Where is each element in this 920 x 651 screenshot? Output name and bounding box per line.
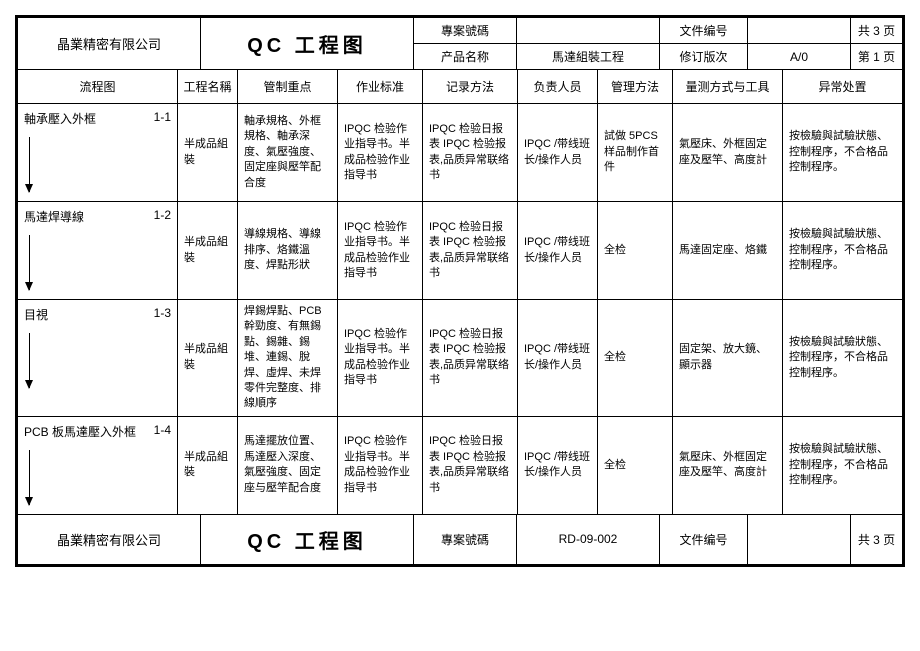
footer-project-code-value: RD-09-002 — [517, 514, 660, 564]
revision-value: A/0 — [748, 44, 851, 70]
product-name-value: 馬達組裝工程 — [517, 44, 660, 70]
col-control: 管制重点 — [238, 70, 338, 104]
table-row: PCB 板馬達壓入外框 1-4 半成品組裝 馬達擺放位置、馬達壓入深度、氣壓強度… — [18, 416, 903, 514]
arrow-down-icon — [29, 137, 30, 192]
flow-step: 馬達焊導線 1-2 — [18, 202, 178, 300]
abnormal-cell: 按檢驗與試驗狀態、控制程序，不合格品控制程序。 — [783, 202, 903, 300]
flow-step: 目視 1-3 — [18, 300, 178, 417]
step-no: 1-1 — [154, 110, 171, 127]
process-table: 流程图 工程名稱 管制重点 作业标准 记录方法 负责人员 管理方法 量测方式与工… — [17, 69, 903, 515]
step-name: 馬達焊導線 — [24, 208, 84, 225]
footer-company: 晶業精密有限公司 — [18, 514, 201, 564]
step-no: 1-4 — [154, 423, 171, 440]
abnormal-cell: 按檢驗與試驗狀態、控制程序，不合格品控制程序。 — [783, 300, 903, 417]
col-abnormal: 异常处置 — [783, 70, 903, 104]
tool-cell: 固定架、放大鏡、顯示器 — [673, 300, 783, 417]
arrow-down-icon — [29, 450, 30, 505]
standard-cell: IPQC 检验作业指导书。半成品检验作业指导书 — [338, 104, 423, 202]
step-name: 軸承壓入外框 — [24, 110, 96, 127]
footer-doc-no-label: 文件编号 — [660, 514, 748, 564]
control-cell: 軸承規格、外框規格、軸承深度、氣壓強度、固定座與壓竿配合度 — [238, 104, 338, 202]
flow-step: PCB 板馬達壓入外框 1-4 — [18, 416, 178, 514]
tool-cell: 馬達固定座、烙鐵 — [673, 202, 783, 300]
person-cell: IPQC /带线班长/操作人员 — [518, 416, 598, 514]
record-cell: IPQC 检验日报表 IPQC 检验报表,品质异常联络书 — [423, 104, 518, 202]
method-cell: 全检 — [598, 202, 673, 300]
abnormal-cell: 按檢驗與試驗狀態、控制程序，不合格品控制程序。 — [783, 104, 903, 202]
revision-label: 修订版次 — [660, 44, 748, 70]
control-cell: 焊錫焊點、PCB 幹勁度、有無錫點、錫雜、錫堆、連錫、脫焊、虛焊、未焊零件完整度… — [238, 300, 338, 417]
table-row: 目視 1-3 半成品組裝 焊錫焊點、PCB 幹勁度、有無錫點、錫雜、錫堆、連錫、… — [18, 300, 903, 417]
record-cell: IPQC 检验日报表 IPQC 检验报表,品质异常联络书 — [423, 416, 518, 514]
person-cell: IPQC /带线班长/操作人员 — [518, 202, 598, 300]
arrow-down-icon — [29, 333, 30, 388]
flow-step: 軸承壓入外框 1-1 — [18, 104, 178, 202]
header-table: 晶業精密有限公司 QC 工程图 專案號碼 文件编号 共 3 页 产品名称 馬達組… — [17, 17, 903, 70]
total-pages: 共 3 页 — [851, 18, 903, 44]
footer-total-pages: 共 3 页 — [851, 514, 903, 564]
doc-title: QC 工程图 — [201, 18, 414, 70]
col-flow: 流程图 — [18, 70, 178, 104]
process-cell: 半成品組裝 — [178, 104, 238, 202]
method-cell: 全检 — [598, 300, 673, 417]
abnormal-cell: 按檢驗與試驗狀態、控制程序，不合格品控制程序。 — [783, 416, 903, 514]
col-person: 负责人员 — [518, 70, 598, 104]
col-standard: 作业标准 — [338, 70, 423, 104]
column-header-row: 流程图 工程名稱 管制重点 作业标准 记录方法 负责人员 管理方法 量测方式与工… — [18, 70, 903, 104]
doc-no-value — [748, 18, 851, 44]
col-process: 工程名稱 — [178, 70, 238, 104]
method-cell: 試做 5PCS 样品制作首件 — [598, 104, 673, 202]
table-row: 軸承壓入外框 1-1 半成品組裝 軸承規格、外框規格、軸承深度、氣壓強度、固定座… — [18, 104, 903, 202]
process-cell: 半成品組裝 — [178, 202, 238, 300]
step-no: 1-3 — [154, 306, 171, 323]
col-method: 管理方法 — [598, 70, 673, 104]
person-cell: IPQC /带线班长/操作人员 — [518, 300, 598, 417]
doc-no-label: 文件编号 — [660, 18, 748, 44]
col-tool: 量测方式与工具 — [673, 70, 783, 104]
product-name-label: 产品名称 — [414, 44, 517, 70]
standard-cell: IPQC 检验作业指导书。半成品检验作业指导书 — [338, 202, 423, 300]
project-code-label: 專案號碼 — [414, 18, 517, 44]
standard-cell: IPQC 检验作业指导书。半成品检验作业指导书 — [338, 300, 423, 417]
step-name: 目視 — [24, 306, 48, 323]
control-cell: 導線規格、導線排序、烙鐵溫度、焊點形狀 — [238, 202, 338, 300]
record-cell: IPQC 检验日报表 IPQC 检验报表,品质异常联络书 — [423, 202, 518, 300]
footer-doc-no-value — [748, 514, 851, 564]
process-cell: 半成品組裝 — [178, 416, 238, 514]
arrow-down-icon — [29, 235, 30, 290]
footer-title: QC 工程图 — [201, 514, 414, 564]
project-code-value — [517, 18, 660, 44]
company-cell: 晶業精密有限公司 — [18, 18, 201, 70]
control-cell: 馬達擺放位置、馬達壓入深度、氣壓強度、固定座与壓竿配合度 — [238, 416, 338, 514]
step-no: 1-2 — [154, 208, 171, 225]
col-record: 记录方法 — [423, 70, 518, 104]
person-cell: IPQC /带线班长/操作人员 — [518, 104, 598, 202]
record-cell: IPQC 检验日报表 IPQC 检验报表,品质异常联络书 — [423, 300, 518, 417]
table-row: 馬達焊導線 1-2 半成品組裝 導線規格、導線排序、烙鐵溫度、焊點形狀 IPQC… — [18, 202, 903, 300]
method-cell: 全检 — [598, 416, 673, 514]
qc-document: 晶業精密有限公司 QC 工程图 專案號碼 文件编号 共 3 页 产品名称 馬達組… — [15, 15, 905, 567]
tool-cell: 氣壓床、外框固定座及壓竿、高度計 — [673, 416, 783, 514]
standard-cell: IPQC 检验作业指导书。半成品检验作业指导书 — [338, 416, 423, 514]
step-name: PCB 板馬達壓入外框 — [24, 423, 136, 440]
footer-project-code-label: 專案號碼 — [414, 514, 517, 564]
page-no: 第 1 页 — [851, 44, 903, 70]
footer-table: 晶業精密有限公司 QC 工程图 專案號碼 RD-09-002 文件编号 共 3 … — [17, 514, 903, 565]
process-cell: 半成品組裝 — [178, 300, 238, 417]
tool-cell: 氣壓床、外框固定座及壓竿、高度計 — [673, 104, 783, 202]
